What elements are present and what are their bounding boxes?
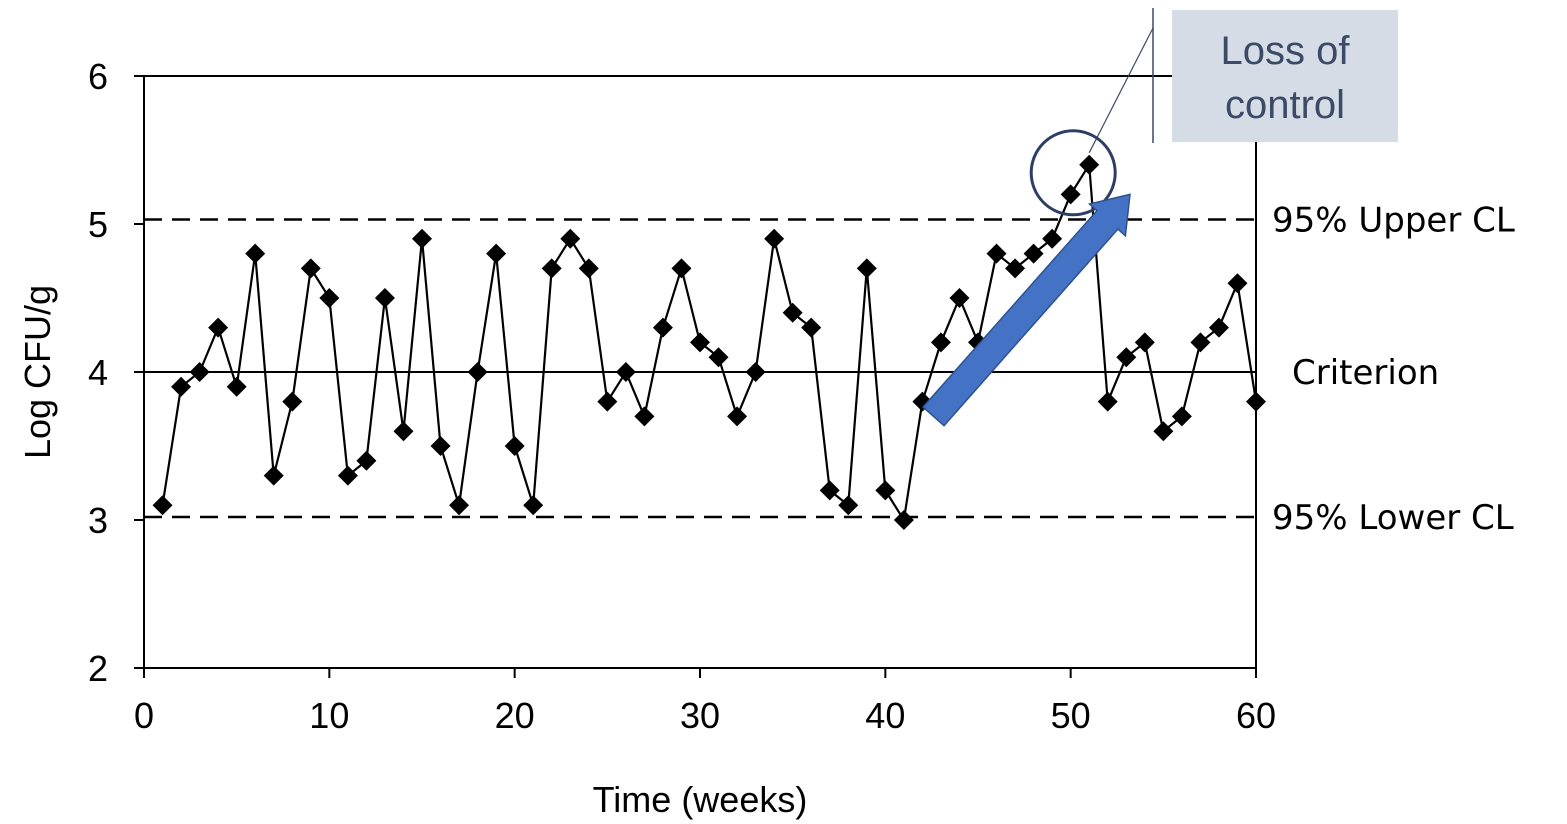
data-point-26 [615,362,636,382]
data-point-23 [560,228,581,249]
x-axis-title: Time (weeks) [593,779,808,820]
data-point-54 [1134,332,1155,353]
data-point-5 [226,376,247,397]
callout-text-line2: control [1225,83,1345,127]
x-tick-label-5: 50 [1051,695,1091,736]
x-tick-label-4: 40 [865,695,905,736]
y-tick-label-3: 5 [88,204,108,245]
data-point-34 [764,228,785,249]
data-point-46 [986,243,1007,264]
data-point-55 [1153,421,1174,442]
data-point-43 [930,332,951,353]
x-tick-label-0: 0 [134,695,154,736]
data-point-53 [1116,347,1137,368]
data-point-4 [208,317,229,338]
data-point-51 [1079,154,1100,175]
data-point-49 [1042,228,1063,249]
data-point-13 [374,288,395,308]
data-point-59 [1227,273,1248,294]
data-point-3 [189,362,210,382]
data-point-58 [1208,317,1229,338]
x-tick-label-3: 30 [680,695,720,736]
tick-labels: 0 10 20 30 40 50 60 2 3 4 5 6 [88,56,1276,736]
data-point-29 [671,258,692,279]
data-series [152,154,1266,530]
data-point-60 [1246,391,1266,412]
ref-label-2: 95% Lower CL [1272,498,1514,538]
data-point-37 [819,480,840,501]
data-point-7 [263,465,284,486]
data-point-22 [541,258,562,279]
data-point-25 [597,391,618,412]
loss-of-control-annotation: Loss of control [921,8,1398,427]
y-axis-title: Log CFU/g [17,285,58,459]
data-point-57 [1190,332,1211,353]
x-tick-label-2: 20 [495,695,535,736]
data-point-41 [893,510,914,530]
data-point-2 [171,376,192,397]
data-point-8 [282,391,303,412]
x-tick-label-1: 10 [309,695,349,736]
axis-ticks [134,75,1257,678]
data-point-9 [300,258,321,279]
data-point-12 [356,450,377,471]
data-point-33 [745,362,766,382]
data-point-1 [152,495,173,516]
data-point-56 [1171,406,1192,427]
y-tick-label-1: 3 [88,500,108,541]
data-point-14 [393,421,414,442]
data-point-20 [504,436,525,456]
trend-arrow [921,193,1131,427]
reference-lines: 95% Upper CL Criterion 95% Lower CL [144,201,1515,538]
data-point-24 [578,258,599,279]
data-point-40 [875,480,896,501]
data-point-31 [708,347,729,368]
data-point-48 [1023,243,1044,264]
callout-box [1172,10,1398,142]
data-point-21 [523,495,544,516]
data-point-47 [1005,258,1026,279]
data-point-52 [1097,391,1118,412]
y-tick-label-2: 4 [88,352,108,393]
x-tick-label-6: 60 [1236,695,1276,736]
data-point-11 [337,465,358,486]
y-tick-label-4: 6 [88,56,108,97]
data-point-36 [801,317,822,338]
data-point-27 [634,406,655,427]
data-point-50 [1060,184,1081,205]
data-point-15 [412,228,432,249]
data-point-32 [727,406,748,427]
data-point-35 [782,302,803,323]
data-point-16 [430,436,451,456]
data-point-39 [856,258,877,279]
data-point-18 [467,362,488,382]
data-point-44 [949,288,970,308]
ref-label-0: 95% Upper CL [1272,201,1515,241]
highlight-circle [1029,129,1117,217]
data-point-10 [319,288,340,308]
data-point-28 [652,317,673,338]
ref-label-1: Criterion [1292,353,1439,393]
data-point-30 [690,332,710,353]
data-point-19 [486,243,507,264]
data-point-38 [838,495,859,516]
data-point-17 [449,495,470,516]
callout-leader-line [1088,27,1154,154]
callout-text-line1: Loss of [1221,29,1351,73]
data-point-6 [245,243,266,264]
y-tick-label-0: 2 [88,648,108,689]
